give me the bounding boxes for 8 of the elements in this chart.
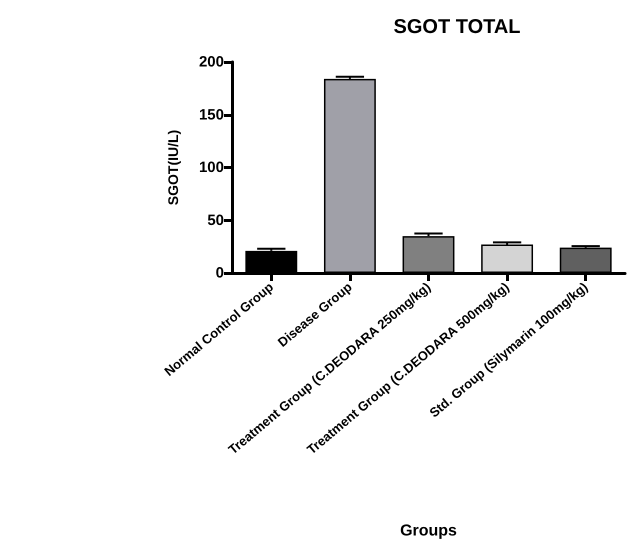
chart-title: SGOT TOTAL (393, 16, 521, 38)
y-axis-title: SGOT(IU/L) (165, 130, 181, 206)
x-axis-title: Groups (400, 522, 458, 540)
y-tick-label: 50 (207, 212, 224, 229)
y-tick-label: 150 (198, 106, 224, 124)
y-tick-label: 0 (216, 264, 224, 282)
y-tick-label: 200 (198, 54, 224, 70)
y-tick-label: 100 (198, 159, 224, 176)
